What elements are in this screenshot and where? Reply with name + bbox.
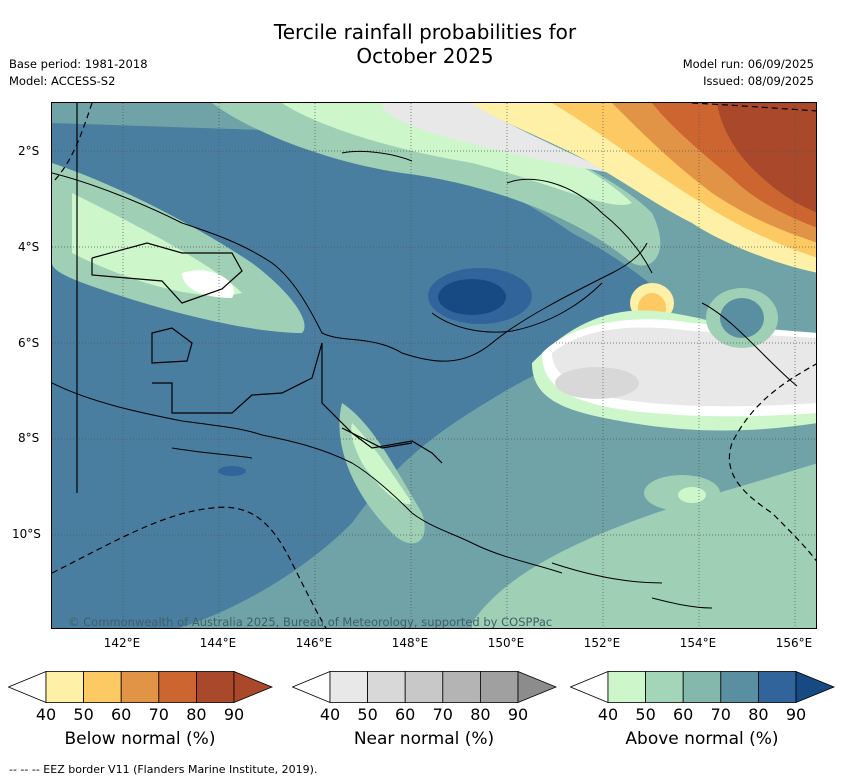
colorbar-segment	[83, 671, 122, 703]
colorbar-segment	[757, 671, 797, 703]
region-below-80-ne	[717, 103, 816, 213]
colorbar-low-extension	[292, 671, 331, 703]
tick: 90	[785, 705, 807, 724]
lon-label-156e: 156°E	[775, 636, 813, 650]
region-above-40-se-spot	[678, 487, 706, 503]
tick: 40	[597, 705, 619, 724]
region-above-50-north	[212, 103, 661, 266]
colorbar-segment	[442, 671, 481, 703]
map-canvas	[52, 103, 816, 628]
colorbar-segment	[120, 671, 160, 703]
region-above-50-se	[472, 463, 816, 628]
lon-label-154e: 154°E	[679, 636, 717, 650]
lon-label-152e: 152°E	[583, 636, 621, 650]
colorbar-segment	[329, 671, 368, 703]
colorbar-segment	[45, 671, 84, 703]
lon-label-142e: 142°E	[103, 636, 141, 650]
lat-label-8s: 8°S	[18, 431, 40, 445]
model-run: Model run: 06/09/2025	[682, 57, 814, 71]
lat-label-2s: 2°S	[18, 144, 40, 158]
region-near-50-east	[555, 367, 639, 399]
gridlines	[52, 103, 816, 628]
tick: 40	[35, 705, 57, 724]
region-above-50-nw	[52, 163, 305, 333]
region-above-40-north	[282, 103, 632, 205]
tick: 90	[223, 705, 245, 724]
tick: 60	[673, 705, 694, 724]
colorbar-segment	[404, 671, 444, 703]
tick: 60	[395, 705, 416, 724]
tick: 80	[748, 705, 769, 724]
copyright-text: © Commonwealth of Australia 2025, Bureau…	[68, 615, 553, 629]
region-above-80-spot	[218, 466, 246, 476]
tick: 50	[635, 705, 656, 724]
map-title: Tercile rainfall probabilities for Octob…	[0, 20, 850, 68]
colorbar-high-extension	[233, 671, 274, 703]
lat-label-4s: 4°S	[18, 240, 40, 254]
colorbar-segment	[645, 671, 684, 703]
lon-label-148e: 148°E	[391, 636, 429, 650]
probability-map: © Commonwealth of Australia 2025, Bureau…	[51, 102, 817, 629]
tick: 90	[507, 705, 529, 724]
colorbar-above-normal	[570, 671, 836, 703]
colorbar-segment	[158, 671, 197, 703]
title-line-1: Tercile rainfall probabilities for	[273, 20, 577, 44]
colorbar-segment	[479, 671, 519, 703]
issued-date: Issued: 08/09/2025	[703, 74, 814, 88]
eez-note: -- -- -- EEZ border V11 (Flanders Marine…	[9, 763, 318, 776]
colorbar-segment	[367, 671, 406, 703]
colorbar-segment	[607, 671, 646, 703]
lon-label-146e: 146°E	[295, 636, 333, 650]
region-white-nw	[182, 270, 234, 298]
colorbar-low-extension	[8, 671, 47, 703]
lat-label-6s: 6°S	[18, 336, 40, 350]
eez-borders	[52, 103, 816, 628]
coastlines	[52, 150, 798, 609]
colorbar-below-normal	[8, 671, 274, 703]
lat-label-10s: 10°S	[12, 527, 41, 541]
tick: 60	[111, 705, 132, 724]
colorbar-near-normal	[292, 671, 558, 703]
meta-right: Model run: 06/09/2025 Issued: 08/09/2025	[683, 56, 814, 90]
region-above-90-core	[438, 279, 506, 315]
boundaries	[76, 103, 443, 493]
tick: 80	[186, 705, 207, 724]
colorbar-high-extension	[517, 671, 558, 703]
model-name: Model: ACCESS-S2	[9, 74, 116, 88]
lon-label-150e: 150°E	[487, 636, 525, 650]
tick: 70	[148, 705, 169, 724]
colorbar-above-title: Above normal (%)	[625, 729, 779, 749]
tick: 70	[432, 705, 453, 724]
region-near-40-north	[382, 103, 612, 173]
colorbar-low-extension	[570, 671, 609, 703]
colorbar-segment	[682, 671, 722, 703]
colorbar-near-title: Near normal (%)	[353, 729, 495, 749]
colorbar-segment	[195, 671, 235, 703]
colorbar-segment	[720, 671, 759, 703]
tick: 50	[73, 705, 94, 724]
title-line-2: October 2025	[356, 44, 494, 68]
tick: 70	[710, 705, 731, 724]
colorbar-below-title: Below normal (%)	[64, 729, 216, 749]
colorbar-high-extension	[795, 671, 836, 703]
tick: 40	[319, 705, 341, 724]
lon-label-144e: 144°E	[199, 636, 237, 650]
meta-left: Base period: 1981-2018 Model: ACCESS-S2	[9, 56, 148, 90]
base-period: Base period: 1981-2018	[9, 57, 148, 71]
region-above-40-nw	[72, 193, 242, 296]
tick: 80	[470, 705, 491, 724]
tick: 50	[357, 705, 378, 724]
region-above-70-bougainville	[720, 298, 764, 338]
